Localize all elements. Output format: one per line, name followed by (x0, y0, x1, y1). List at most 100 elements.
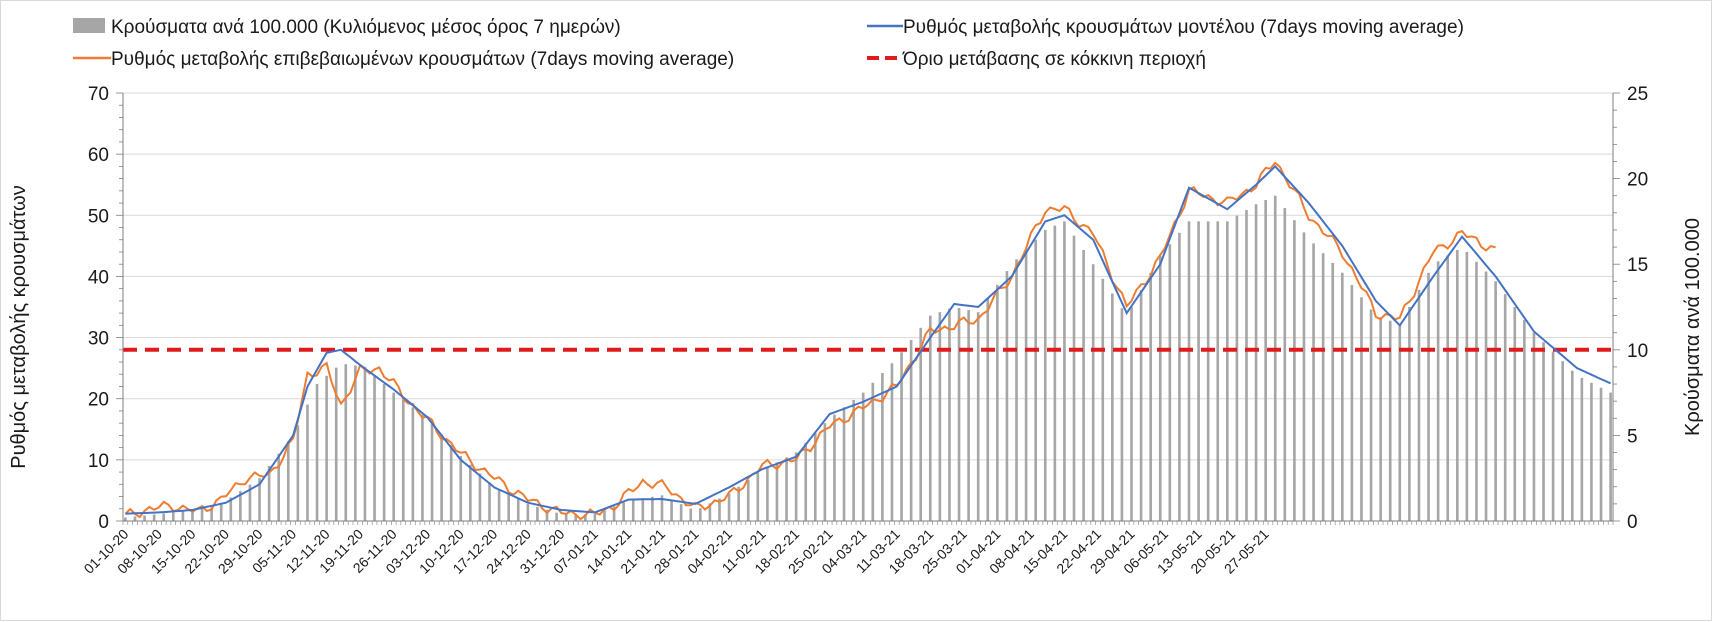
bar (1369, 309, 1373, 521)
bar (1024, 249, 1028, 522)
bar (1254, 204, 1258, 521)
bar (334, 367, 338, 521)
bar (181, 510, 185, 521)
bar (133, 516, 137, 521)
bar (248, 484, 252, 521)
bar (267, 465, 271, 521)
y-left-tick-label: 0 (98, 512, 109, 533)
bar (258, 478, 261, 521)
axes (116, 92, 1620, 525)
bar (286, 441, 290, 521)
bar (1503, 294, 1507, 521)
bar (1273, 195, 1277, 521)
bar (152, 514, 156, 521)
bar (1178, 232, 1181, 521)
legend-bars-label: Κρούσματα ανά 100.000 (Κυλιόμενος μέσος … (111, 17, 621, 38)
bar (1398, 324, 1402, 521)
bar (191, 509, 194, 521)
bar (1206, 221, 1210, 521)
bar (1523, 319, 1526, 521)
bar (1427, 272, 1430, 521)
bar (593, 514, 597, 521)
bar (1436, 261, 1440, 521)
bar (363, 366, 367, 521)
model-line (125, 164, 1612, 515)
bar (210, 505, 213, 521)
bar (1053, 225, 1057, 521)
bar (536, 506, 539, 521)
bar (421, 414, 424, 521)
bar (229, 497, 233, 521)
bar (411, 407, 415, 521)
bar (1226, 221, 1229, 521)
bar (1293, 220, 1296, 522)
bar (1063, 221, 1066, 521)
bar (488, 482, 491, 521)
bar (1513, 307, 1517, 521)
bar (171, 512, 175, 521)
y-left-tick-label: 60 (88, 145, 109, 166)
bar (660, 495, 664, 521)
bar (1245, 209, 1248, 521)
bar (296, 425, 300, 521)
bar (277, 453, 281, 521)
bar (574, 514, 578, 521)
legend-bars-swatch (73, 18, 105, 33)
bar (315, 384, 319, 521)
y-left-tick-label: 70 (88, 84, 109, 105)
y-right-tick-label: 20 (1627, 170, 1648, 191)
bar (1331, 262, 1335, 521)
bar (651, 496, 654, 521)
bar (1417, 289, 1421, 521)
bar (909, 340, 913, 521)
bar (813, 432, 817, 521)
bar (852, 399, 855, 521)
bar (948, 308, 951, 521)
bar (1580, 377, 1584, 521)
bar (1101, 278, 1105, 521)
bar (392, 392, 396, 521)
bar (603, 510, 606, 521)
bar (459, 455, 463, 521)
bar (1091, 264, 1095, 521)
bar (1015, 259, 1018, 521)
y-left-tick-label: 40 (88, 267, 109, 288)
bar (507, 494, 510, 521)
bar (564, 514, 568, 521)
bar (1120, 308, 1124, 521)
y-left-axis-title: Ρυθμός μεταβολής κρουσμάτων (8, 185, 30, 469)
bar (584, 514, 587, 521)
bar (727, 493, 731, 521)
bar (1494, 281, 1497, 521)
bar (766, 467, 769, 521)
bar (1408, 307, 1411, 521)
bar (1388, 320, 1392, 521)
bar (1149, 272, 1152, 521)
bar (449, 445, 453, 521)
bar (1130, 307, 1133, 521)
bar (200, 507, 204, 521)
bar (928, 315, 932, 521)
bar (1283, 207, 1287, 521)
bar (1235, 215, 1239, 521)
bar (1532, 332, 1536, 521)
bar (1570, 370, 1574, 521)
bar (526, 503, 530, 521)
bar (804, 442, 808, 521)
bar (1111, 293, 1114, 521)
bar (124, 517, 127, 521)
bar (670, 499, 673, 521)
bar (986, 298, 990, 521)
y-right-axis-title: Κρούσματα ανά 100.000 (1682, 218, 1704, 436)
bar (1216, 221, 1220, 521)
bar (679, 504, 683, 521)
bar (756, 473, 760, 521)
y-left-tick-label: 30 (88, 329, 109, 350)
y-right-tick-label: 15 (1627, 255, 1648, 276)
confirmed-line (124, 161, 1496, 521)
y-left-tick-label: 10 (88, 451, 109, 472)
bar (746, 479, 750, 521)
bar (631, 499, 635, 521)
bar (1465, 251, 1469, 521)
